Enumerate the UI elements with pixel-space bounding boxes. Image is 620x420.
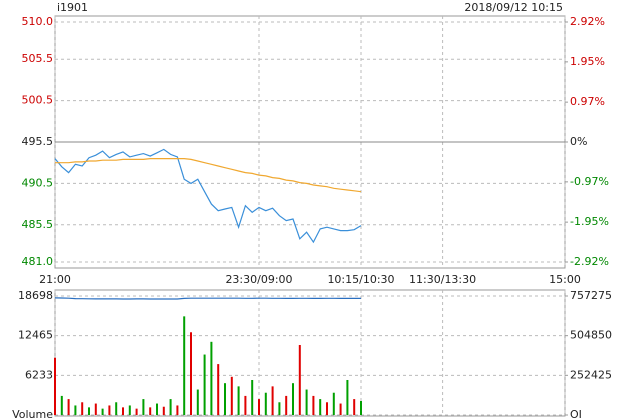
y2-tick-label: 2.92% <box>570 15 605 28</box>
y-tick-label: 500.5 <box>22 94 54 107</box>
volume-bar <box>339 403 342 415</box>
y-tick-label: 505.5 <box>22 52 54 65</box>
volume-bar <box>94 403 97 415</box>
volume-bar <box>122 407 124 415</box>
volume-bar <box>74 405 77 415</box>
volume-bar <box>237 386 240 415</box>
volume-bar <box>319 399 322 415</box>
x-tick-label: 21:00 <box>39 273 71 286</box>
volume-bar <box>251 379 254 415</box>
volume-bar <box>332 392 335 415</box>
x-tick-label: 11:30/13:30 <box>409 273 476 286</box>
y-tick-label: 485.5 <box>22 218 54 231</box>
series-line <box>54 297 361 300</box>
volume-bar <box>326 402 328 415</box>
volume-bar <box>88 407 90 415</box>
y-tick-label: Volume <box>12 408 53 420</box>
volume-bar <box>176 405 179 415</box>
volume-bar <box>244 395 247 415</box>
volume-bar <box>264 392 267 415</box>
y-tick-label: 481.0 <box>22 255 54 268</box>
y2-tick-label: -2.92% <box>570 255 609 268</box>
y-tick-label: 18698 <box>18 289 53 302</box>
volume-bar <box>312 395 315 415</box>
volume-bar <box>285 395 288 415</box>
y2-tick-label: OI <box>570 408 582 420</box>
volume-bar <box>224 383 226 415</box>
volume-bar <box>101 408 104 415</box>
y2-tick-label: 504850 <box>570 329 612 342</box>
volume-bar <box>353 399 356 415</box>
y-tick-label: 490.5 <box>22 176 54 189</box>
x-tick-label: 23:30/09:00 <box>225 273 292 286</box>
y-tick-label: 12465 <box>18 329 53 342</box>
series-line <box>54 148 362 244</box>
volume-bar <box>298 344 301 415</box>
volume-bar <box>210 341 213 415</box>
y2-tick-label: 0% <box>570 135 587 148</box>
x-tick-label: 15:00 <box>549 273 581 286</box>
volume-bar <box>271 386 274 415</box>
volume-bar <box>128 405 131 415</box>
volume-bar <box>196 389 199 415</box>
chart-subtitle: 2018/09/12 10:15 <box>464 1 563 14</box>
y-tick-label: 510.0 <box>22 15 54 28</box>
volume-bar <box>169 399 172 415</box>
y-tick-label: 6233 <box>25 368 53 381</box>
volume-bar <box>203 354 206 415</box>
series-line <box>55 158 362 193</box>
volume-bar <box>54 357 56 415</box>
volume-bar <box>217 364 220 415</box>
y2-tick-label: 757275 <box>570 289 612 302</box>
volume-bar <box>278 402 281 415</box>
volume-bar <box>115 402 118 415</box>
volume-bar <box>81 402 84 415</box>
y2-tick-label: 252425 <box>570 368 612 381</box>
x-tick-label: 10:15/10:30 <box>327 273 394 286</box>
volume-bar <box>149 407 152 415</box>
volume-bar <box>258 399 260 415</box>
volume-bar <box>162 406 165 415</box>
y-tick-label: 495.5 <box>22 135 54 148</box>
volume-bar <box>292 383 294 415</box>
volume-bar <box>346 379 349 415</box>
volume-frame <box>54 289 566 417</box>
y2-tick-label: 0.97% <box>570 95 605 108</box>
volume-bar <box>183 316 186 415</box>
volume-bar <box>305 389 308 415</box>
volume-bar <box>108 405 111 415</box>
volume-bar <box>60 395 63 415</box>
volume-bar <box>142 399 145 415</box>
volume-bar <box>135 408 138 415</box>
y2-tick-label: -1.95% <box>570 215 609 228</box>
y2-tick-label: 1.95% <box>570 55 605 68</box>
y2-tick-label: -0.97% <box>570 175 609 188</box>
volume-bar <box>156 403 158 415</box>
chart-title: i1901 <box>57 1 88 14</box>
volume-bar <box>67 399 70 415</box>
volume-bar <box>360 400 362 415</box>
volume-bar <box>190 332 192 415</box>
volume-bar <box>230 376 233 415</box>
